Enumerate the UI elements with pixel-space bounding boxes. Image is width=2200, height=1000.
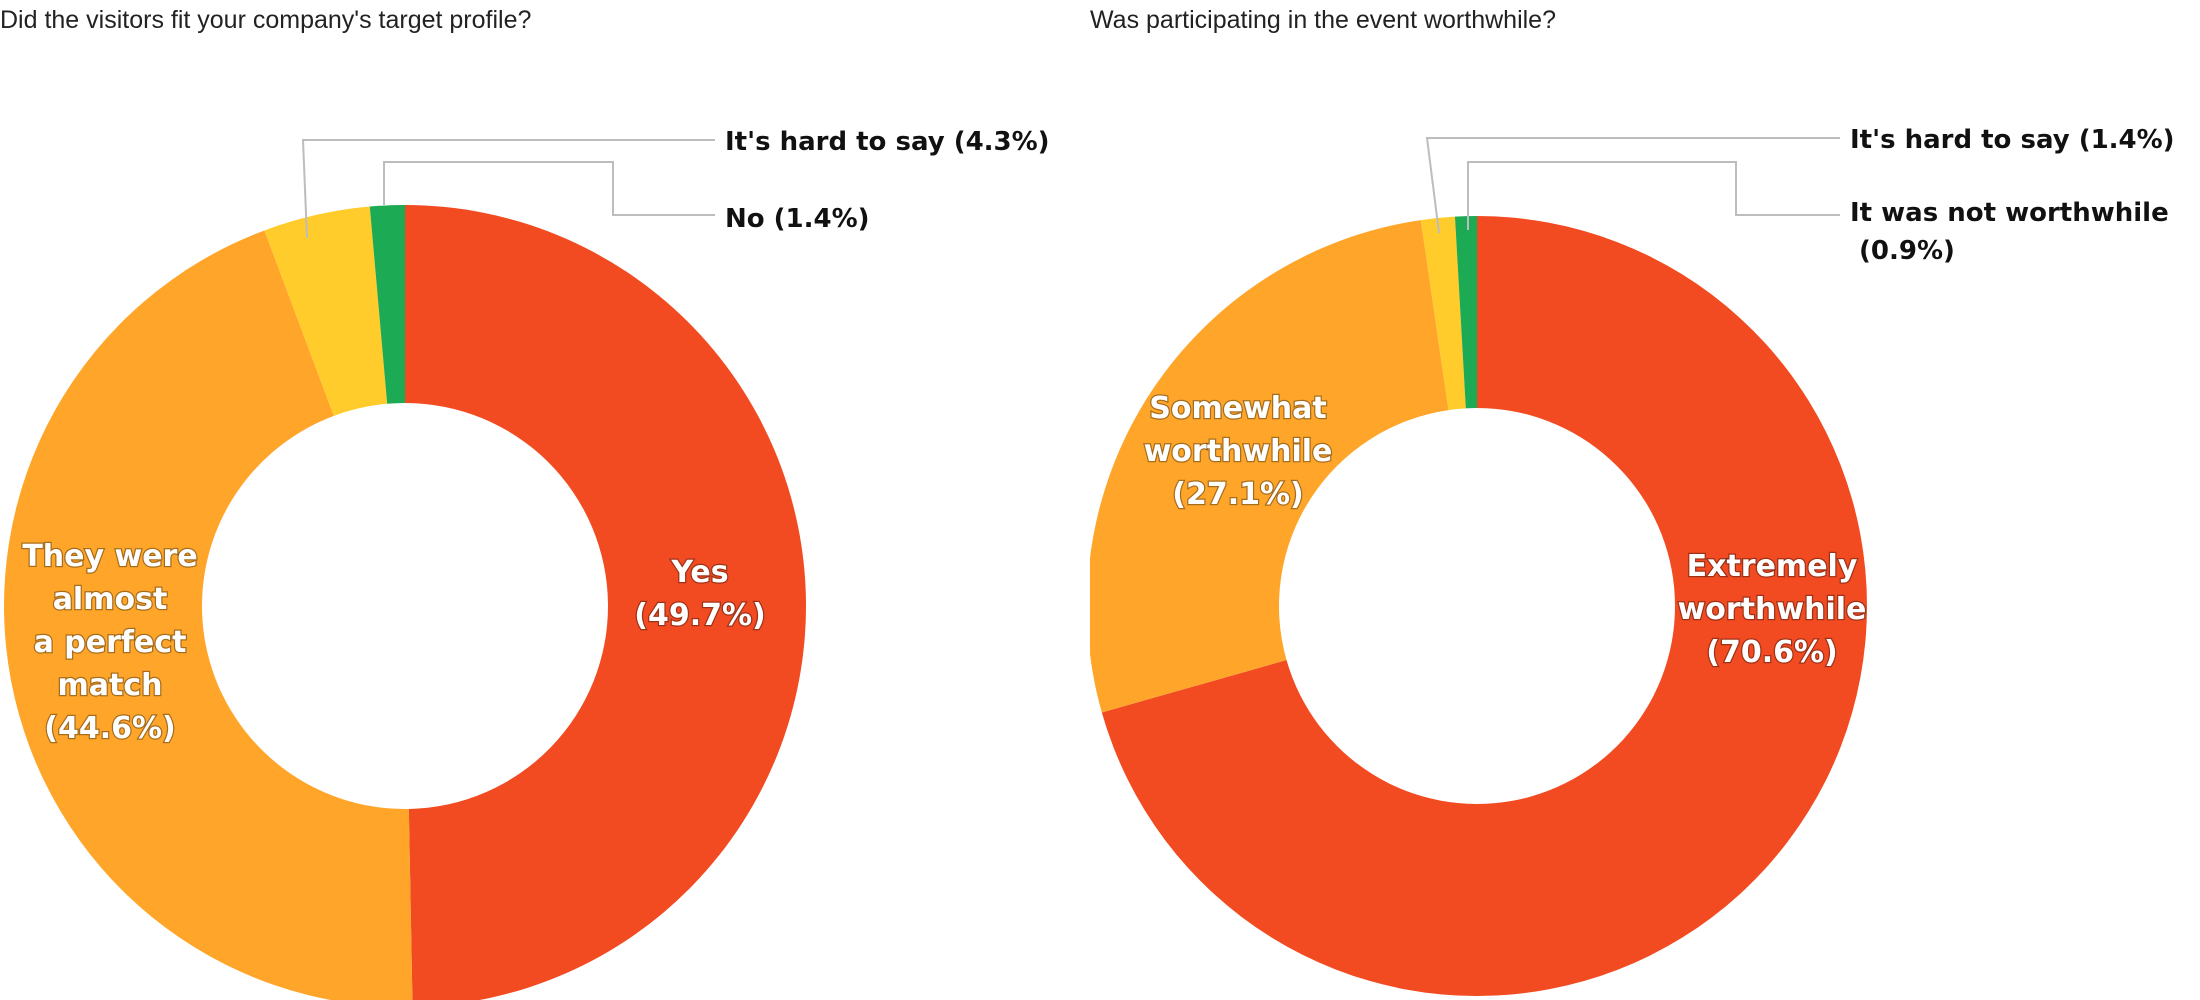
- slice-label-line: almost: [53, 582, 168, 617]
- slice-label-1: Somewhat worthwhile (27.1%): [1144, 391, 1333, 512]
- slice-label-line: It's hard to say (4.3%): [725, 127, 1050, 157]
- donut-slice-2[interactable]: [264, 206, 388, 416]
- slice-label-line: (70.6%): [1706, 635, 1838, 670]
- slice-label-line: Extremely: [1687, 549, 1858, 584]
- slice-label-1: They were almost a perfect match (44.6%): [22, 539, 197, 746]
- chart-title: Did the visitors fit your company's targ…: [0, 6, 532, 34]
- leader-line-3: [383, 161, 715, 216]
- slice-label-line: (27.1%): [1172, 477, 1304, 512]
- slice-label-line: (0.9%): [1850, 236, 1955, 266]
- leader-line-2: [301, 139, 715, 239]
- slice-label-line: They were: [22, 539, 197, 574]
- slice-label-2: It's hard to say (4.3%): [725, 127, 1050, 157]
- slice-label-2: It's hard to say (1.4%): [1850, 125, 2175, 155]
- slice-label-line: a perfect: [34, 625, 187, 660]
- donut-slice-2[interactable]: [1420, 216, 1466, 411]
- donut-slice-0[interactable]: [405, 205, 807, 1000]
- slice-label-line: No (1.4%): [725, 204, 870, 234]
- donut-slice-1[interactable]: [4, 230, 413, 1000]
- donut-slice-1[interactable]: [1090, 220, 1449, 713]
- slice-label-line: worthwhile: [1144, 434, 1333, 469]
- slice-label-line: match: [58, 668, 163, 703]
- leader-line-2: [1425, 137, 1840, 234]
- slice-label-3: It was not worthwhile (0.9%): [1850, 198, 2169, 266]
- slice-label-0: Yes (49.7%): [634, 555, 766, 633]
- leader-line-3: [1467, 161, 1840, 230]
- chart-title: Was participating in the event worthwhil…: [1090, 6, 1556, 34]
- donut-chart-target-profile: Yes (49.7%) They were almost a perfect match (…: [4, 127, 1050, 1000]
- donut-slice-0[interactable]: [1101, 216, 1867, 997]
- slice-label-0: Extremely worthwhile (70.6%): [1678, 549, 1867, 670]
- donut-chart-event-worthwhile: Extremely worthwhile (70.6%) Somewhat worthw…: [1090, 125, 2175, 997]
- slice-label-line: Yes: [670, 555, 728, 590]
- slice-label-line: It was not worthwhile: [1850, 198, 2169, 228]
- chart-panel-target-profile: Did the visitors fit your company's targ…: [0, 0, 1090, 1000]
- slice-label-line: It's hard to say (1.4%): [1850, 125, 2175, 155]
- chart-panel-event-worthwhile: Was participating in the event worthwhil…: [1090, 0, 2200, 1000]
- slice-label-line: (44.6%): [44, 711, 176, 746]
- slice-label-3: No (1.4%): [725, 204, 870, 234]
- slice-label-line: Somewhat: [1149, 391, 1326, 426]
- donut-slice-3[interactable]: [1454, 216, 1477, 409]
- slice-label-line: (49.7%): [634, 598, 766, 633]
- slice-label-line: worthwhile: [1678, 592, 1867, 627]
- donut-slice-3[interactable]: [369, 205, 405, 404]
